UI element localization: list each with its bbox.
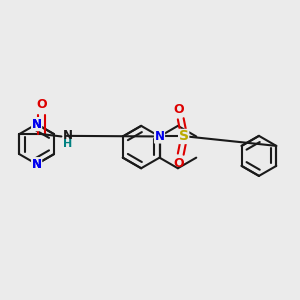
Text: N: N — [32, 118, 42, 130]
Text: N: N — [32, 158, 42, 171]
Text: N: N — [32, 118, 42, 130]
Text: O: O — [173, 157, 184, 170]
Text: N: N — [32, 158, 42, 171]
Text: O: O — [36, 98, 47, 111]
Text: N: N — [32, 158, 42, 171]
Text: N: N — [63, 129, 73, 142]
Text: H: H — [63, 139, 72, 149]
Text: O: O — [173, 103, 184, 116]
Text: S: S — [179, 130, 189, 143]
Text: N: N — [154, 130, 164, 143]
Text: N: N — [32, 118, 42, 130]
